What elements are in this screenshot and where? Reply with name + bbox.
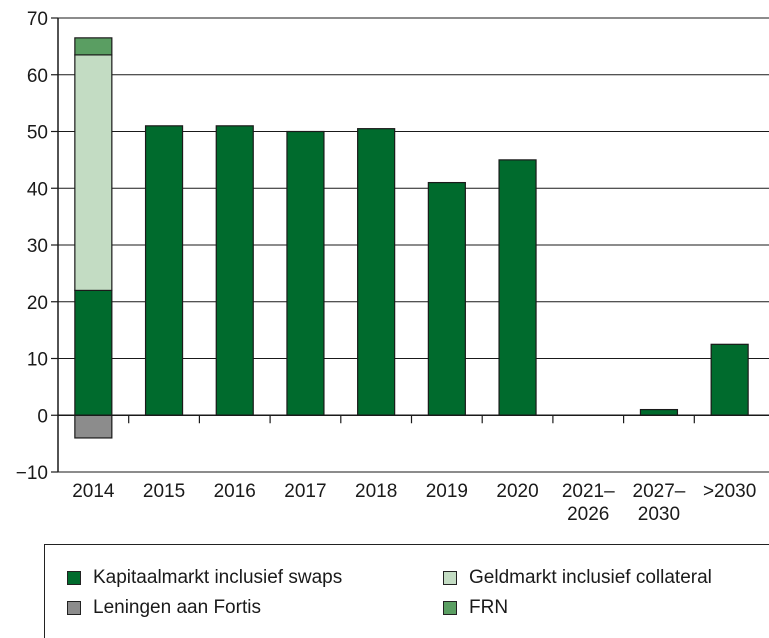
bar-kapitaalmarkt: [357, 128, 396, 416]
x-tick-label: >2030: [703, 481, 756, 502]
legend-swatch-frn: [443, 601, 457, 615]
x-tick-label: 2017: [284, 481, 326, 502]
x-tick-label: 2018: [355, 481, 397, 502]
legend-label-geldmarkt: Geldmarkt inclusief collateral: [469, 567, 712, 588]
legend-swatch-kapitaalmarkt: [67, 571, 81, 585]
bar-kapitaalmarkt: [427, 181, 466, 416]
bar-leningen: [74, 414, 113, 439]
bar-kapitaalmarkt: [215, 125, 254, 416]
chart: 70 60 50 40 30 20 10 0 −10 2014 2015 2016 2017 2018 20…: [16, 9, 769, 525]
x-tick-label: 2014: [72, 481, 115, 502]
y-tick-label: 70: [27, 9, 48, 30]
bar-kapitaalmarkt: [74, 289, 113, 416]
x-tick-label: 2021– 2026: [562, 481, 615, 525]
y-tick-label: 0: [37, 406, 48, 427]
y-tick-label: 50: [27, 123, 48, 144]
legend-swatch-leningen: [67, 601, 81, 615]
legend-label-kapitaalmarkt: Kapitaalmarkt inclusief swaps: [93, 567, 343, 588]
bar-kapitaalmarkt: [144, 125, 184, 416]
x-tick-label: 2027– 2030: [633, 481, 686, 525]
bar-frn: [74, 37, 113, 56]
legend-label-leningen: Leningen aan Fortis: [93, 597, 261, 618]
bar-kapitaalmarkt: [710, 343, 749, 416]
bar-kapitaalmarkt: [639, 408, 679, 416]
y-tick-label: 30: [27, 236, 48, 257]
legend-label-frn: FRN: [469, 597, 509, 618]
bar-kapitaalmarkt: [498, 159, 537, 416]
legend-item-kapitaalmarkt: Kapitaalmarkt inclusief swaps: [67, 567, 342, 589]
legend-swatch-geldmarkt: [443, 571, 457, 585]
legend-item-frn: FRN: [443, 597, 508, 619]
x-tick-label: 2019: [426, 481, 468, 502]
x-tick-label: 2020: [496, 481, 538, 502]
y-tick-label: 40: [27, 179, 48, 200]
bar-geldmarkt: [74, 54, 113, 291]
legend-item-leningen: Leningen aan Fortis: [67, 597, 261, 619]
x-tick-label: 2015: [143, 481, 185, 502]
y-tick-label: −10: [16, 463, 48, 484]
y-tick-label: 20: [27, 293, 48, 314]
legend-item-geldmarkt: Geldmarkt inclusief collateral: [443, 567, 712, 589]
y-tick-label: 60: [27, 66, 48, 87]
legend: Kapitaalmarkt inclusief swaps Geldmarkt …: [44, 544, 769, 638]
bar-kapitaalmarkt: [286, 130, 325, 416]
y-tick-label: 10: [27, 350, 48, 371]
x-tick-label: 2016: [214, 481, 256, 502]
